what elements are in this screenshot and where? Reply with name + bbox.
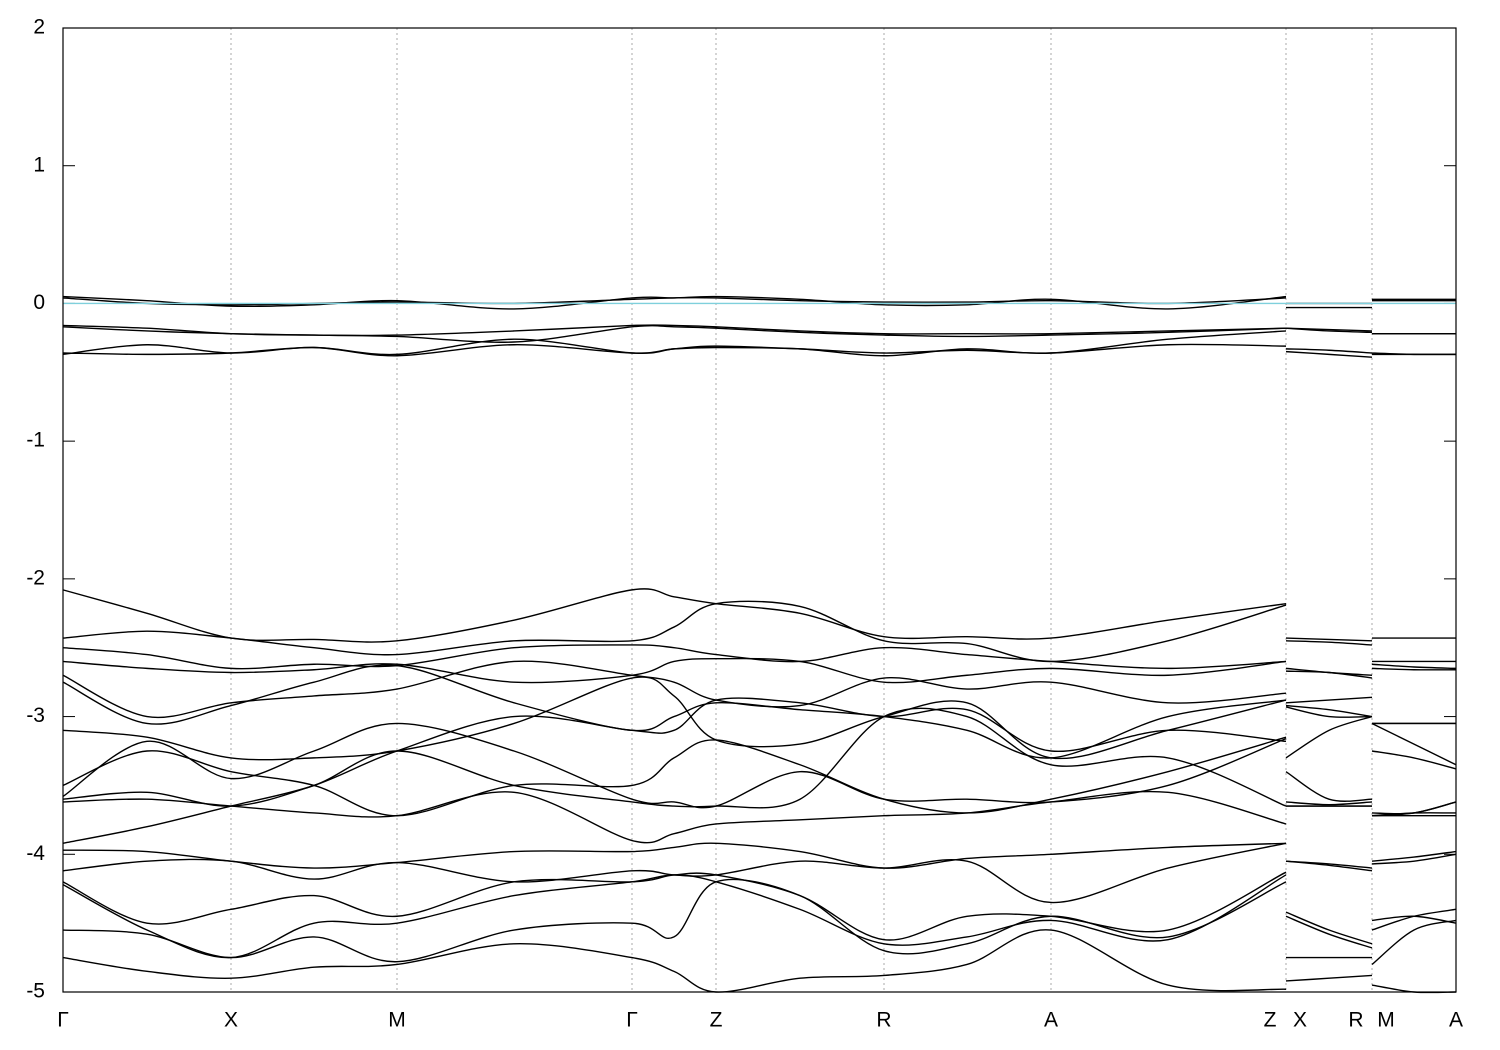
x-tick-label: Γ — [57, 1009, 69, 1032]
y-tick-label: -2 — [26, 566, 45, 589]
y-tick-label: 1 — [33, 153, 45, 176]
plot-frame — [62, 27, 1457, 993]
x-tick-label: R — [1348, 1009, 1363, 1032]
band-line — [62, 790, 1456, 844]
y-tick-label: 0 — [33, 291, 45, 314]
band-line — [62, 664, 1457, 766]
band-line — [62, 600, 1456, 663]
x-tick-label: Z — [1264, 1009, 1277, 1032]
band-line — [62, 588, 1456, 643]
x-tick-label: Z — [710, 1009, 723, 1032]
band-line — [62, 324, 1456, 343]
band-line — [62, 842, 1457, 904]
x-tick-label: X — [1293, 1009, 1307, 1032]
band-line — [62, 657, 1457, 684]
y-tick-label: -1 — [26, 429, 45, 452]
band-line — [62, 707, 1457, 817]
x-tick-label: X — [224, 1009, 238, 1032]
band-line — [62, 644, 1457, 676]
x-tick-label: M — [1377, 1009, 1395, 1032]
band-line — [62, 874, 1457, 959]
band-line — [62, 676, 1457, 770]
band-line — [62, 660, 1456, 725]
x-tick-label: R — [876, 1009, 891, 1032]
band-line — [62, 929, 1457, 994]
y-tick-label: 2 — [33, 16, 45, 39]
band-line — [62, 736, 1457, 817]
band-line — [62, 338, 1457, 356]
y-tick-label: -4 — [26, 842, 45, 865]
x-tick-label: Γ — [626, 1009, 638, 1032]
x-tick-label: M — [388, 1009, 406, 1032]
x-tick-label: A — [1044, 1009, 1058, 1032]
band-line — [62, 842, 1457, 869]
y-tick-label: -5 — [26, 980, 45, 1003]
band-line — [62, 878, 1457, 965]
band-line — [62, 697, 1456, 844]
band-line — [62, 722, 1457, 817]
y-tick-label: -3 — [26, 704, 45, 727]
x-tick-label: A — [1449, 1009, 1463, 1032]
